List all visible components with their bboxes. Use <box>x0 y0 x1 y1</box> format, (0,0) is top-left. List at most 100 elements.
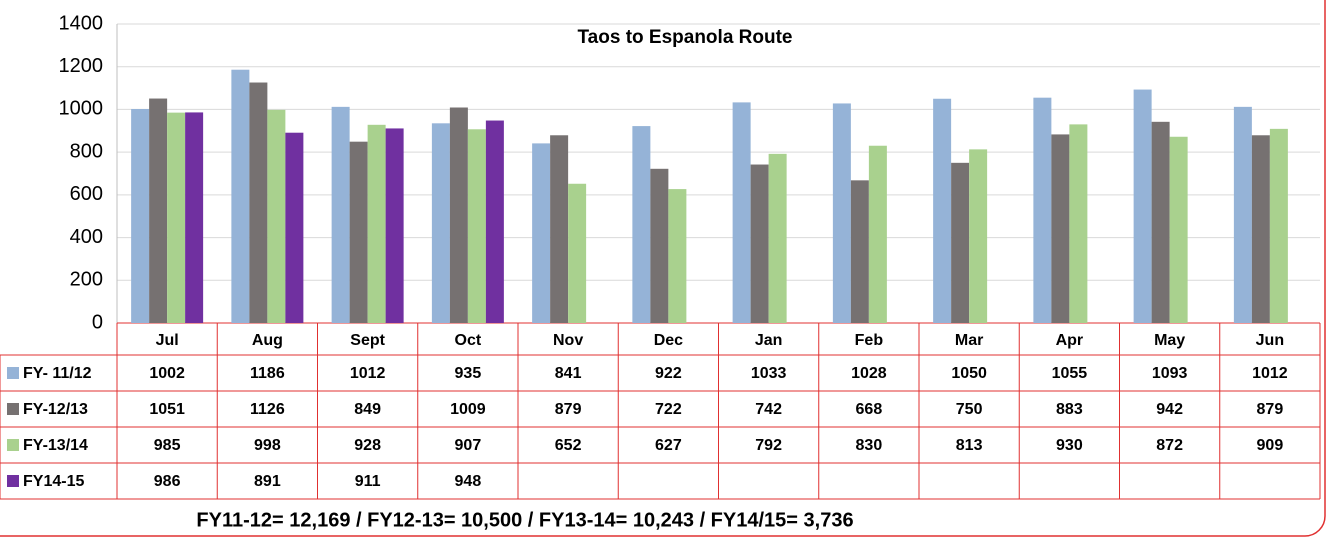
table-value: 942 <box>1156 401 1183 418</box>
table-value: 872 <box>1156 437 1183 454</box>
table-value: 879 <box>555 401 582 418</box>
bar <box>231 69 250 323</box>
bar <box>349 141 368 323</box>
bar <box>367 124 386 323</box>
bar <box>1151 121 1170 324</box>
y-tick-label: 600 <box>70 183 103 205</box>
table-value: 1002 <box>149 365 185 382</box>
table-value: 998 <box>254 437 281 454</box>
table-value: 841 <box>555 365 582 382</box>
x-tick-label: Dec <box>654 332 683 349</box>
table-value: 742 <box>755 401 782 418</box>
bar <box>933 98 952 323</box>
bar <box>185 112 204 323</box>
legend-swatch <box>7 439 19 451</box>
bar <box>969 149 988 323</box>
bar <box>1169 136 1188 323</box>
bar <box>850 180 869 323</box>
table-value: 813 <box>956 437 983 454</box>
x-tick-label: Feb <box>855 332 884 349</box>
table-value: 948 <box>455 473 482 490</box>
x-tick-label: Aug <box>252 332 283 349</box>
table-value: 909 <box>1257 437 1284 454</box>
bar <box>1233 106 1252 323</box>
x-tick-label: Apr <box>1056 332 1084 349</box>
table-value: 722 <box>655 401 682 418</box>
bar <box>449 107 468 323</box>
bar <box>568 183 587 323</box>
y-tick-label: 0 <box>92 311 103 333</box>
y-tick-label: 1000 <box>59 98 104 120</box>
x-tick-label: Jan <box>755 332 783 349</box>
table-value: 627 <box>655 437 682 454</box>
y-tick-label: 800 <box>70 140 103 162</box>
bar <box>1251 135 1270 323</box>
bar <box>1069 124 1088 323</box>
bar <box>431 123 450 323</box>
table-value: 986 <box>154 473 181 490</box>
bar <box>550 135 569 323</box>
bar <box>650 168 669 323</box>
table-value: 883 <box>1056 401 1083 418</box>
table-value: 750 <box>956 401 983 418</box>
table-value: 1012 <box>350 365 386 382</box>
table-value: 1055 <box>1052 365 1088 382</box>
bar <box>768 153 787 323</box>
bar <box>868 145 887 323</box>
table-value: 1033 <box>751 365 787 382</box>
x-tick-label: May <box>1154 332 1185 349</box>
bar <box>832 103 851 323</box>
x-tick-label: Jul <box>156 332 179 349</box>
table-value: 1093 <box>1152 365 1188 382</box>
bar <box>532 143 551 323</box>
bar <box>668 189 687 323</box>
x-tick-label: Nov <box>553 332 583 349</box>
table-value: 1051 <box>149 401 185 418</box>
bar <box>485 120 504 323</box>
y-tick-label: 1400 <box>59 12 104 34</box>
bar <box>951 162 970 323</box>
x-tick-label: Mar <box>955 332 983 349</box>
footer-text: FY11-12= 12,169 / FY12-13= 10,500 / FY13… <box>196 509 853 531</box>
bar <box>750 164 769 323</box>
table-value: 1126 <box>250 401 285 418</box>
legend-swatch <box>7 475 19 487</box>
table-value: 652 <box>555 437 582 454</box>
bar <box>249 82 268 323</box>
table-value: 1050 <box>951 365 987 382</box>
bar <box>632 126 651 323</box>
table-value: 891 <box>254 473 281 490</box>
x-tick-label: Jun <box>1256 332 1284 349</box>
table-value: 830 <box>856 437 883 454</box>
table-value: 879 <box>1257 401 1284 418</box>
table-value: 928 <box>354 437 381 454</box>
y-tick-label: 200 <box>70 269 103 291</box>
x-tick-label: Oct <box>455 332 482 349</box>
table-value: 907 <box>455 437 482 454</box>
legend-label: FY-12/13 <box>23 401 88 418</box>
table-value: 911 <box>355 473 381 490</box>
table-value: 1009 <box>450 401 486 418</box>
bar <box>1033 97 1052 323</box>
table-value: 985 <box>154 437 181 454</box>
table-value: 922 <box>655 365 682 382</box>
legend-label: FY-13/14 <box>23 437 88 454</box>
table-value: 935 <box>455 365 482 382</box>
bar <box>285 132 304 323</box>
legend-swatch <box>7 403 19 415</box>
bar <box>267 109 286 323</box>
table-value: 930 <box>1056 437 1083 454</box>
table-value: 1186 <box>250 365 285 382</box>
bar <box>1269 128 1288 323</box>
table-value: 849 <box>354 401 381 418</box>
legend-label: FY14-15 <box>23 473 84 490</box>
bar <box>167 112 186 323</box>
chart-title: Taos to Espanola Route <box>577 27 792 48</box>
table-value: 792 <box>755 437 782 454</box>
table-value: 668 <box>856 401 883 418</box>
y-tick-label: 400 <box>70 226 103 248</box>
bar <box>149 98 168 323</box>
bar <box>331 106 350 323</box>
